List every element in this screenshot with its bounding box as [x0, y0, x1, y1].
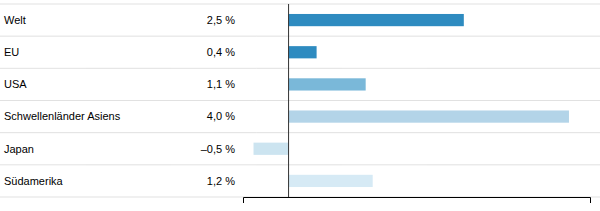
category-label: EU	[4, 46, 19, 58]
category-label: Japan	[4, 143, 34, 155]
bar	[289, 46, 317, 58]
category-label: Schwellenländer Asiens	[4, 110, 121, 122]
data-label: 4,0 %	[207, 110, 235, 122]
separator	[0, 132, 600, 133]
x-axis	[244, 198, 591, 204]
separator	[0, 36, 600, 37]
category-label: Welt	[4, 14, 26, 26]
chart: Welt EU USA Schwellenländer Asiens Japan Süda…	[0, 0, 600, 211]
separator	[0, 4, 600, 5]
data-labels: 2,5 % 0,4 % 1,1 % 4,0 % –0,5 % 1,2 %	[201, 14, 235, 187]
bar	[289, 175, 373, 187]
bar	[289, 110, 569, 122]
separator	[0, 164, 600, 165]
data-label: 0,4 %	[207, 46, 235, 58]
x-axis-line	[244, 198, 591, 204]
category-label: Südamerika	[4, 175, 64, 187]
zero-line	[288, 4, 289, 197]
separator	[0, 68, 600, 69]
category-labels: Welt EU USA Schwellenländer Asiens Japan Süda…	[4, 14, 121, 187]
separator	[0, 100, 600, 101]
data-label: 1,2 %	[207, 175, 235, 187]
data-label: 1,1 %	[207, 78, 235, 90]
data-label: 2,5 %	[207, 14, 235, 26]
bars	[254, 4, 569, 197]
bar	[289, 14, 464, 26]
category-label: USA	[4, 78, 27, 90]
data-label: –0,5 %	[201, 143, 235, 155]
separators	[0, 4, 600, 197]
bar	[289, 78, 366, 90]
bar	[254, 143, 289, 155]
